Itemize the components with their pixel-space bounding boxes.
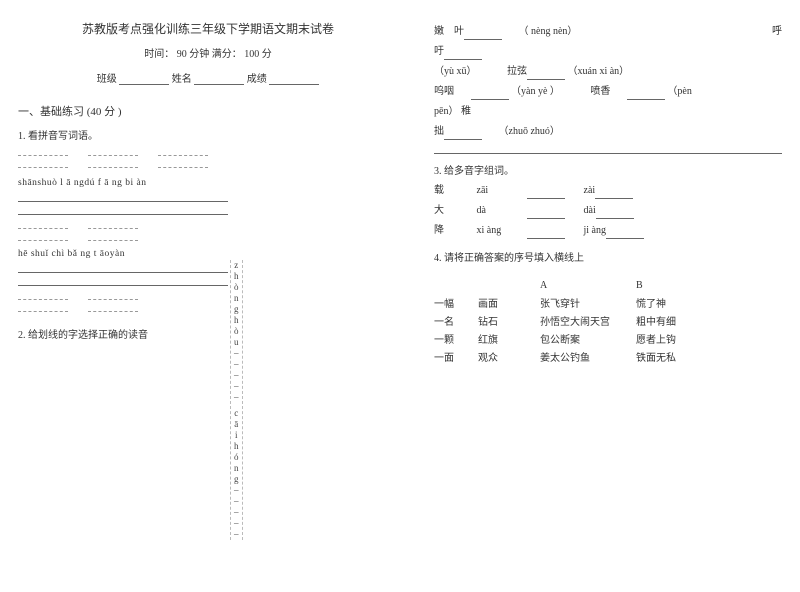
word-blank[interactable]: [595, 188, 633, 199]
blank-name[interactable]: [194, 73, 244, 85]
table-row: 一颗 红旗 包公断案 愿者上钩: [434, 331, 782, 346]
table-row: 一名 钻石 孙悟空大闹天宫 粗中有细: [434, 313, 782, 328]
choice-blank[interactable]: [464, 29, 502, 40]
choice-blank[interactable]: [627, 89, 665, 100]
word-blank[interactable]: [606, 228, 644, 239]
question-2: 2. 给划线的字选择正确的读音: [18, 326, 398, 341]
write-line[interactable]: [18, 263, 228, 273]
section-1-heading: 一、基础练习 (40 分 ): [18, 103, 398, 119]
doc-meta: 时间： 90 分钟 满分： 100 分: [18, 45, 398, 60]
doc-title: 苏教版考点强化训练三年级下学期语文期末试卷: [18, 20, 398, 37]
answer-dashes: [18, 148, 398, 156]
write-line[interactable]: [18, 276, 228, 286]
divider-line: [434, 144, 782, 154]
pronunciation-row: （yù xū） 拉弦 （xuán xi àn）: [434, 64, 782, 80]
answer-dashes: [18, 304, 398, 312]
answer-dashes: [18, 292, 398, 300]
pronunciation-row: pēn） 稚: [434, 104, 782, 120]
pronunciation-row: 吁: [434, 44, 782, 60]
student-info: 班级 姓名 成绩: [18, 70, 398, 85]
polyphone-row: 降 xi àng ji àng: [434, 223, 782, 239]
table-head-b: B: [636, 280, 706, 291]
choice-blank[interactable]: [527, 69, 565, 80]
word-blank[interactable]: [527, 208, 565, 219]
write-line[interactable]: [18, 192, 228, 202]
pinyin-line-2: hē shuǐ chì bǎ ng t āoyàn: [18, 249, 398, 259]
choice-blank[interactable]: [444, 49, 482, 60]
pronunciation-row: 嫩 叶 （ nèng nèn） 呼: [434, 24, 782, 40]
answer-dashes: [18, 221, 398, 229]
label-score: 成绩: [247, 74, 267, 85]
question-3: 3. 给多音字组词。: [434, 162, 782, 177]
question-4: 4. 请将正确答案的序号填入横线上: [434, 249, 782, 264]
write-line[interactable]: [18, 205, 228, 215]
answer-dashes: [18, 160, 398, 168]
polyphone-row: 大 dà dài: [434, 203, 782, 219]
choice-blank[interactable]: [444, 129, 482, 140]
vertical-pinyin: z h ò n g h ò u – – – – – c ā i h ó n g …: [230, 260, 243, 540]
table-row: 一幅 画面 张飞穿针 慌了神: [434, 295, 782, 310]
matching-table: A B 一幅 画面 张飞穿针 慌了神 一名 钻石 孙悟空大闹天宫 粗中有细 一颗…: [434, 280, 782, 364]
table-row: 一面 观众 姜太公钓鱼 铁面无私: [434, 349, 782, 364]
question-1: 1. 看拼音写词语。: [18, 127, 398, 142]
table-head-a: A: [540, 280, 636, 291]
label-name: 姓名: [172, 74, 192, 85]
word-blank[interactable]: [527, 228, 565, 239]
label-class: 班级: [97, 74, 117, 85]
pronunciation-row: 呜咽 （yàn yè ） 喷香 （pèn: [434, 84, 782, 100]
pronunciation-row: 拙 （zhuō zhuó）: [434, 124, 782, 140]
blank-score[interactable]: [269, 73, 319, 85]
polyphone-row: 载 zāi zài: [434, 183, 782, 199]
pinyin-line-1: shānshuò l ā ngdú f ā ng bi àn: [18, 178, 398, 188]
blank-class[interactable]: [119, 73, 169, 85]
answer-dashes: [18, 233, 398, 241]
word-blank[interactable]: [596, 208, 634, 219]
word-blank[interactable]: [527, 188, 565, 199]
choice-blank[interactable]: [471, 89, 509, 100]
